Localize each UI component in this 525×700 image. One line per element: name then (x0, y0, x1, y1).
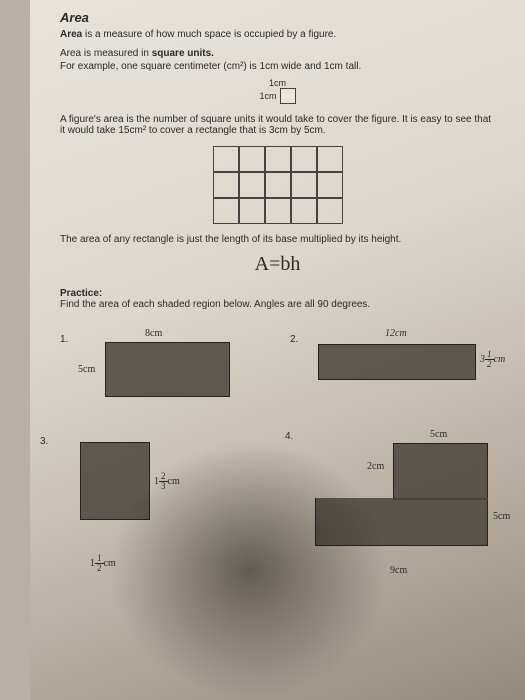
p1-width: 8cm (145, 328, 162, 339)
formula: A=bh (60, 253, 495, 276)
p3-side: 123cm (154, 472, 180, 491)
def-rest: is a measure of how much space is occupi… (82, 29, 336, 40)
unit-square-diagram: 1cm 1cm (60, 78, 495, 104)
practice-label: Practice: (60, 288, 102, 299)
p2-rect (318, 344, 476, 380)
p3-num: 3. (40, 436, 48, 447)
p4-right: 5cm (493, 511, 510, 522)
practice-header: Practice: Find the area of each shaded r… (60, 288, 495, 310)
p4-num: 4. (285, 431, 293, 442)
p3-base: 112cm (90, 554, 116, 573)
p3-rect (80, 442, 150, 520)
p2-width: 12cm (385, 328, 407, 339)
grid-3x5 (213, 146, 343, 224)
explain-paragraph: A figure's area is the number of square … (60, 114, 495, 136)
unit-side-label: 1cm (259, 91, 276, 101)
unit-square (280, 88, 296, 104)
practice-area: 1. 8cm 5cm 2. 12cm 312cm 3. 123cm 112cm (60, 316, 495, 636)
page-title: Area (60, 10, 495, 25)
problem-3: 3. 123cm 112cm (40, 436, 220, 596)
problem-1: 1. 8cm 5cm (60, 326, 260, 416)
worksheet-page: Area Area is a measure of how much space… (30, 0, 525, 700)
units-line-2: For example, one square centimeter (cm²)… (60, 61, 495, 72)
p1-height: 5cm (78, 364, 95, 375)
definition: Area is a measure of how much space is o… (60, 29, 495, 40)
problem-4: 4. 5cm 2cm 5cm 9cm (285, 431, 525, 611)
p4-rect-upper (393, 443, 488, 499)
def-term: Area (60, 29, 82, 40)
p1-rect (105, 342, 230, 397)
p4-rect-lower (315, 498, 488, 546)
p1-num: 1. (60, 334, 68, 345)
p2-height: 312cm (480, 350, 505, 369)
practice-instruction: Find the area of each shaded region belo… (60, 299, 370, 310)
problem-2: 2. 12cm 312cm (290, 326, 520, 406)
units-line-1: Area is measured in square units. (60, 48, 495, 59)
p4-left: 2cm (367, 461, 384, 472)
p4-bottom: 9cm (390, 565, 407, 576)
unit-top-label: 1cm (60, 78, 495, 88)
rule-text: The area of any rectangle is just the le… (60, 234, 495, 245)
p2-num: 2. (290, 334, 298, 345)
p4-top: 5cm (430, 429, 447, 440)
